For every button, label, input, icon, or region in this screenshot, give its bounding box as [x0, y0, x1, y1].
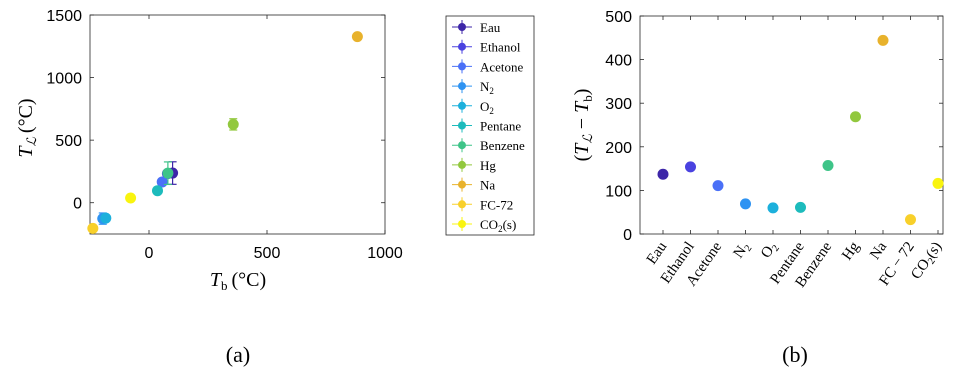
axis-b-ytick-label: 0 — [623, 227, 632, 244]
legend-marker-Ethanol — [458, 42, 466, 51]
legend-marker-O2 — [458, 101, 466, 110]
point-a-Pentane — [151, 185, 163, 197]
legend-marker-Eau — [458, 23, 466, 31]
axis-b-category-label: Hg — [839, 239, 863, 264]
point-b-N2 — [740, 198, 751, 210]
point-b-Ethanol — [685, 161, 696, 173]
axis-b-ytick-label: 500 — [605, 9, 632, 26]
axis-a-xtick-label: 0 — [145, 245, 154, 262]
legend-marker-Acetone — [458, 62, 466, 71]
point-b-O2 — [767, 202, 779, 214]
point-b-Acetone — [712, 180, 724, 192]
legend-marker-Na — [458, 180, 466, 189]
point-b-CO2(s) — [932, 177, 944, 189]
legend-label-Pentane: Pentane — [480, 119, 521, 134]
axis-b-category-label: N2 — [731, 239, 755, 262]
panel-b-label: (b) — [782, 342, 808, 367]
axis-a-xlabel: Tb (°C) — [210, 269, 266, 293]
axis-b-category-label: Na — [867, 239, 890, 263]
axis-b-ylabel: (Tℒ − Tb) — [571, 89, 595, 162]
legend-label-FC-72: FC-72 — [480, 197, 513, 212]
legend-label-O2: O2 — [480, 99, 494, 116]
axis-b-ytick-label: 200 — [605, 140, 632, 157]
point-b-Eau — [657, 168, 669, 180]
panel-a: 0 500 1000 0 500 1000 1500 Tb (°C) Tℒ(°C) (a) — [15, 8, 403, 367]
legend-marker-Benzene — [458, 141, 466, 150]
axis-a-xtick-label: 1000 — [367, 245, 403, 262]
legend-marker-N2 — [458, 82, 466, 91]
axis-b-ytick-label: 100 — [605, 183, 632, 200]
legend-label-Acetone: Acetone — [480, 59, 524, 74]
point-a-Hg — [227, 118, 239, 130]
point-b-Na — [877, 34, 889, 46]
legend-label-Na: Na — [480, 178, 495, 193]
legend-label-CO2(s): CO2(s) — [480, 217, 516, 234]
legend-label-Ethanol: Ethanol — [480, 40, 521, 55]
point-a-Na — [351, 31, 363, 43]
legend-label-Hg: Hg — [480, 158, 496, 173]
legend-label-Benzene: Benzene — [480, 138, 525, 153]
point-b-Hg — [850, 111, 861, 123]
point-a-FC-72 — [87, 222, 99, 234]
axis-b-ytick-label: 400 — [605, 53, 632, 70]
legend-marker-Pentane — [458, 121, 466, 130]
axes-b-box — [639, 15, 944, 235]
legend-marker-CO2(s) — [458, 220, 466, 228]
panel-a-label: (a) — [226, 342, 250, 367]
point-b-Benzene — [822, 160, 834, 172]
legend-marker-FC-72 — [458, 200, 466, 209]
point-a-O2 — [100, 212, 112, 224]
axis-a-ytick-label: 1500 — [46, 8, 82, 25]
point-b-FC-72 — [905, 214, 916, 226]
axis-b-category-label: Eau — [644, 239, 671, 268]
legend: Eau Ethanol Acetone N2 O2 Pentane Benzene Hg Na F… — [445, 15, 535, 236]
axis-b-category-label: O2 — [758, 239, 782, 262]
axis-a-ytick-label: 0 — [73, 196, 82, 213]
point-a-CO2(s) — [125, 192, 137, 204]
legend-marker-Hg — [458, 160, 466, 169]
axis-b-ytick-label: 300 — [605, 96, 632, 113]
axis-a-ylabel: Tℒ(°C) — [15, 98, 39, 157]
legend-label-N2: N2 — [480, 79, 494, 96]
axis-a-xtick-label: 500 — [254, 245, 281, 262]
legend-label-Eau: Eau — [480, 20, 501, 35]
point-a-Benzene — [162, 167, 174, 179]
axis-a-ytick-label: 1000 — [46, 71, 82, 88]
point-b-Pentane — [795, 201, 806, 213]
axis-a-ytick-label: 500 — [55, 133, 82, 150]
